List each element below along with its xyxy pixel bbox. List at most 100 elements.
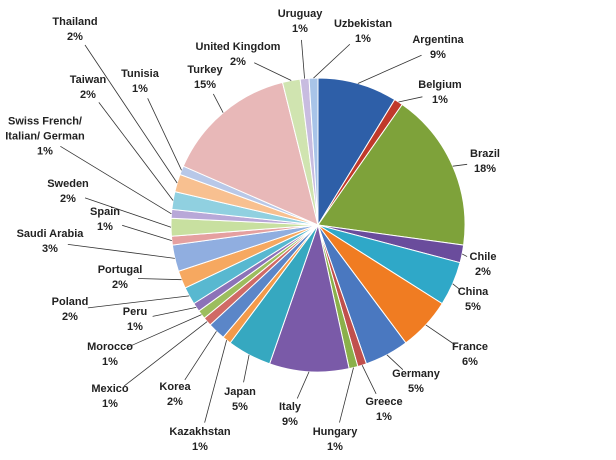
leader-line [137, 278, 182, 281]
leader-line [84, 197, 172, 228]
data-label: Swiss French/ Italian/ German 1% [0, 115, 91, 160]
category-label: Turkey [187, 64, 223, 76]
category-label: Greece [365, 396, 403, 408]
leader-line [98, 102, 174, 201]
leader-line [386, 354, 404, 371]
leader-line [147, 98, 182, 171]
category-label: Morocco [87, 341, 133, 353]
category-label: Spain [90, 206, 120, 218]
category-label: Hungary [312, 426, 358, 438]
leader-line [452, 283, 460, 290]
value-label: 2% [230, 56, 246, 68]
data-label: Japan 5% [224, 385, 256, 415]
value-label: 6% [462, 356, 478, 368]
category-label: China [457, 286, 489, 298]
category-label: Belgium [418, 79, 462, 91]
value-label: 1% [127, 321, 143, 333]
category-label: Argentina [412, 34, 464, 46]
data-label: Belgium 1% [418, 78, 461, 108]
category-label: Brazil [470, 148, 500, 160]
leader-line [313, 43, 351, 79]
leader-line [425, 324, 456, 346]
data-label: Kazakhstan 1% [169, 425, 230, 455]
data-label: Tunisia 1% [121, 67, 159, 97]
leader-line [126, 314, 202, 349]
leader-line [152, 306, 197, 317]
category-label: Kazakhstan [169, 426, 231, 438]
category-label: Swiss French/ Italian/ German [5, 115, 85, 143]
value-label: 1% [97, 221, 113, 233]
data-label: Germany 5% [392, 367, 440, 397]
leader-line [461, 253, 468, 257]
category-label: Korea [159, 381, 191, 393]
data-label: Brazil 18% [470, 147, 500, 177]
leader-line [67, 243, 175, 259]
value-label: 5% [408, 383, 424, 395]
data-label: Turkey 15% [187, 63, 222, 93]
value-label: 1% [132, 83, 148, 95]
value-label: 1% [292, 23, 308, 35]
category-label: Uzbekistan [333, 18, 393, 30]
value-label: 5% [232, 401, 248, 413]
category-label: Tunisia [121, 68, 159, 80]
value-label: 2% [112, 279, 128, 291]
category-label: Uruguay [277, 8, 323, 20]
leader-line [212, 93, 224, 113]
category-label: Peru [122, 306, 148, 318]
category-label: Mexico [91, 383, 129, 395]
leader-line [357, 54, 422, 84]
category-label: Thailand [52, 16, 98, 28]
data-label: Sweden 2% [47, 177, 89, 207]
data-label: Spain 1% [90, 205, 120, 235]
category-label: Taiwan [69, 74, 107, 86]
category-label: Portugal [97, 264, 143, 276]
category-label: Germany [392, 368, 440, 380]
value-label: 1% [192, 441, 208, 453]
data-label: Chile 2% [470, 250, 497, 280]
value-label: 18% [473, 163, 497, 175]
value-label: 9% [282, 416, 298, 428]
leader-line [301, 39, 305, 79]
leader-line [84, 44, 178, 184]
data-label: Italy 9% [279, 400, 301, 430]
data-label: Korea 2% [159, 380, 190, 410]
value-label: 2% [475, 266, 491, 278]
data-label: Peru 1% [123, 305, 147, 335]
leader-line [87, 295, 190, 309]
leader-line [60, 146, 172, 215]
data-label: Morocco 1% [87, 340, 133, 370]
value-label: 9% [430, 49, 446, 61]
leader-line [122, 224, 172, 242]
value-label: 2% [167, 396, 183, 408]
leader-line [204, 340, 227, 423]
category-label: France [451, 341, 489, 353]
leader-line [452, 163, 468, 167]
pie-slice [182, 81, 319, 226]
leader-line [123, 321, 208, 387]
value-label: 1% [327, 441, 343, 453]
data-label: Uzbekistan 1% [334, 17, 392, 47]
leader-line [398, 96, 423, 103]
leader-line [361, 365, 377, 394]
value-label: 3% [42, 243, 58, 255]
category-label: Saudi Arabia [16, 228, 84, 240]
value-label: 2% [67, 31, 83, 43]
value-label: 5% [465, 301, 481, 313]
category-label: Poland [51, 296, 89, 308]
value-label: 15% [193, 79, 217, 91]
data-label: Argentina 9% [412, 33, 463, 63]
value-label: 1% [102, 356, 118, 368]
leader-line [339, 367, 354, 423]
data-label: Taiwan 2% [70, 73, 106, 103]
data-label: Mexico 1% [91, 382, 128, 412]
data-label: Greece 1% [365, 395, 402, 425]
category-label: Chile [469, 251, 497, 263]
data-label: Poland 2% [52, 295, 89, 325]
category-label: Italy [278, 401, 302, 413]
value-label: 1% [376, 411, 392, 423]
leader-line [184, 331, 217, 381]
value-label: 1% [37, 145, 53, 158]
data-label: Thailand 2% [52, 15, 97, 45]
